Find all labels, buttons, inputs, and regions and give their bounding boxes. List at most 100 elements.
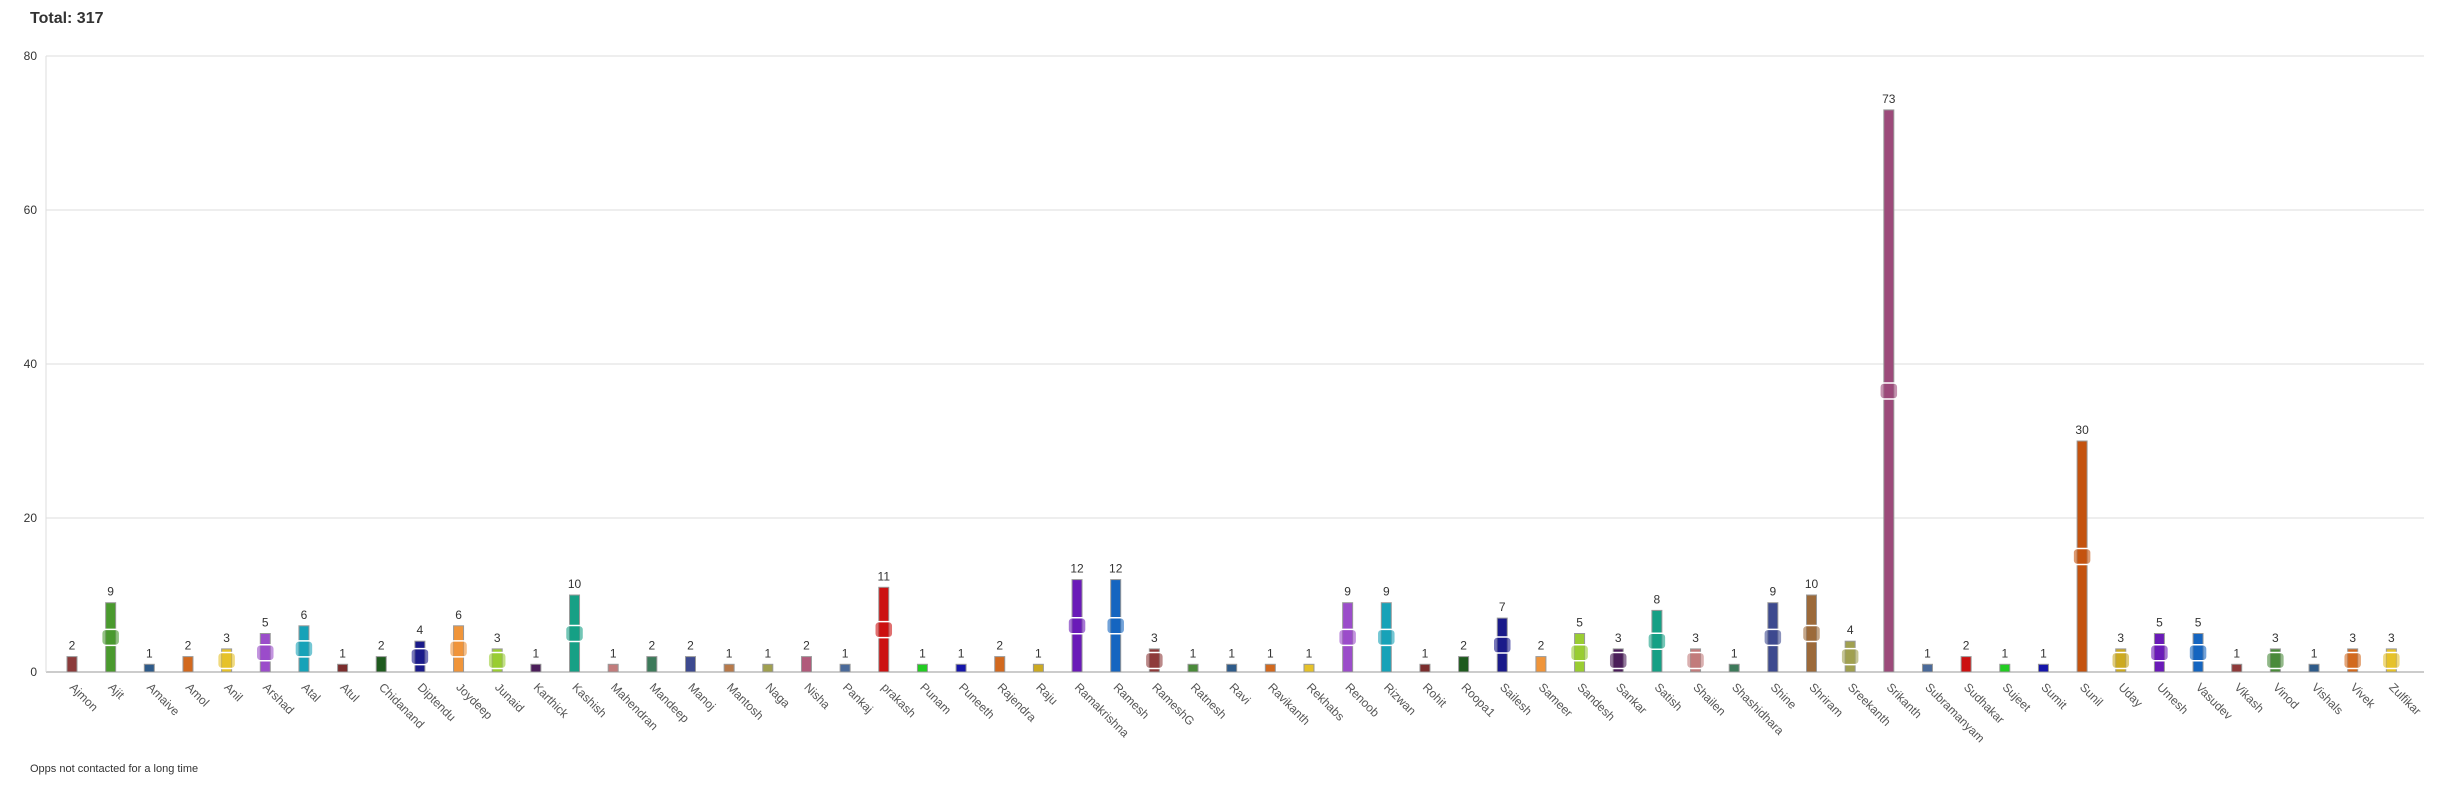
bar-midpoint-marker — [2342, 651, 2363, 670]
bar-value-label: 30 — [2075, 423, 2089, 437]
y-tick-label: 0 — [30, 665, 37, 679]
bar-midpoint-marker — [487, 651, 507, 670]
bar — [1264, 663, 1276, 673]
x-tick-label: Puneeth — [956, 680, 998, 722]
x-tick-label: Uday — [2116, 680, 2146, 710]
bar-value-label: 3 — [223, 631, 230, 645]
bar-value-label: 3 — [1692, 631, 1699, 645]
bar-value-label: 1 — [1306, 646, 1313, 660]
bar-value-label: 6 — [301, 608, 308, 622]
bar-midpoint-marker — [1647, 632, 1667, 650]
bar — [955, 663, 967, 673]
x-tick-label: Vishals — [2309, 680, 2346, 717]
x-tick-label: Sameer — [1536, 680, 1576, 720]
x-tick-label: Sandesh — [1574, 680, 1617, 723]
bar-value-label: 6 — [455, 608, 462, 622]
bar-value-label: 1 — [726, 646, 733, 660]
bar-value-label: 7 — [1499, 600, 1506, 614]
bar — [916, 663, 928, 673]
bar-value-label: 1 — [339, 646, 346, 660]
bar-value-label: 1 — [533, 646, 540, 660]
x-tick-label: Sujeet — [2000, 680, 2034, 714]
x-tick-label: Raju — [1033, 680, 1060, 707]
x-tick-label: Shine — [1768, 680, 1800, 712]
bar-value-label: 2 — [648, 639, 655, 653]
bar — [800, 656, 812, 673]
total-label: Total: 317 — [30, 10, 104, 27]
bar-value-label: 5 — [2195, 616, 2202, 630]
bar — [607, 663, 619, 673]
bar-value-label: 1 — [1267, 646, 1274, 660]
bar-value-label: 4 — [417, 623, 424, 637]
bar-midpoint-marker — [1337, 628, 1358, 647]
x-tick-label: Sankar — [1613, 680, 1650, 717]
bar-midpoint-marker — [1840, 647, 1860, 666]
bar-value-label: 1 — [842, 646, 849, 660]
bar-value-label: 1 — [919, 646, 926, 660]
x-tick-label: Shailen — [1690, 680, 1728, 718]
bar-midpoint-marker — [1144, 651, 1165, 670]
x-tick-label: Vinod — [2270, 680, 2301, 711]
bar-value-label: 3 — [2117, 631, 2124, 645]
bar-value-label: 1 — [1924, 646, 1931, 660]
bar — [143, 663, 155, 673]
y-tick-label: 40 — [24, 357, 38, 371]
x-tick-label: Zulfikar — [2386, 680, 2424, 718]
x-tick-label: Nisha — [801, 680, 833, 712]
bar-midpoint-marker — [564, 624, 585, 643]
bar-value-label: 2 — [996, 639, 1003, 653]
bar-value-label: 1 — [1190, 646, 1197, 660]
bar-midpoint-marker — [410, 647, 430, 666]
x-tick-label: Arshad — [260, 680, 297, 717]
bar — [1226, 663, 1238, 673]
bar-value-label: 1 — [610, 646, 617, 660]
bar — [375, 656, 387, 673]
x-tick-label: Amaive — [144, 680, 182, 718]
bar-value-label: 3 — [2388, 631, 2395, 645]
bar — [1187, 663, 1199, 673]
bar-value-label: 5 — [2156, 616, 2163, 630]
bar-midpoint-marker — [1685, 651, 1706, 670]
bar-midpoint-marker — [1067, 617, 1087, 635]
chart-footnote: Opps not contacted for a long time — [30, 763, 199, 775]
bar — [839, 663, 851, 673]
bar-value-label: 1 — [146, 646, 153, 660]
bar-value-label: 1 — [1035, 646, 1042, 660]
bar — [1921, 663, 1933, 673]
bar — [1032, 663, 1044, 673]
bar-value-label: 11 — [878, 569, 891, 583]
bar-value-label: 12 — [1070, 562, 1084, 576]
bar-midpoint-marker — [2149, 644, 2170, 662]
bar — [762, 663, 774, 673]
x-tick-label: Vasudev — [2193, 680, 2235, 722]
bar-value-label: 9 — [1770, 585, 1777, 599]
x-tick-label: Anil — [222, 680, 246, 704]
x-tick-label: Mantosh — [724, 680, 766, 722]
bar-midpoint-marker — [1608, 651, 1628, 670]
bar-midpoint-marker — [2072, 547, 2092, 566]
x-tick-label: Rizwan — [1381, 680, 1419, 718]
bar — [66, 656, 78, 673]
bar-midpoint-marker — [2188, 644, 2208, 662]
x-tick-label: Vikash — [2232, 680, 2267, 715]
x-tick-label: Ravi — [1227, 680, 1254, 707]
bar-value-label: 3 — [1151, 631, 1158, 645]
bar-value-label: 5 — [262, 616, 269, 630]
bar-value-label: 1 — [2233, 646, 2240, 660]
x-tick-label: Roopa1 — [1458, 680, 1498, 720]
x-tick-label: Sumit — [2038, 680, 2070, 712]
bar-midpoint-marker — [294, 640, 314, 658]
bar-value-label: 1 — [1731, 646, 1738, 660]
bar-value-label: 2 — [687, 639, 694, 653]
bar-midpoint-marker — [2381, 651, 2402, 670]
x-tick-label: Satish — [1652, 680, 1685, 713]
bar-value-label: 2 — [803, 639, 810, 653]
bar-value-label: 1 — [2311, 646, 2318, 660]
bar-midpoint-marker — [874, 620, 894, 639]
bar-value-label: 8 — [1654, 592, 1661, 606]
x-tick-label: Punam — [917, 680, 954, 717]
bar-value-label: 3 — [1615, 631, 1622, 645]
x-tick-label: Manoj — [685, 680, 718, 713]
bar-value-label: 4 — [1847, 623, 1854, 637]
